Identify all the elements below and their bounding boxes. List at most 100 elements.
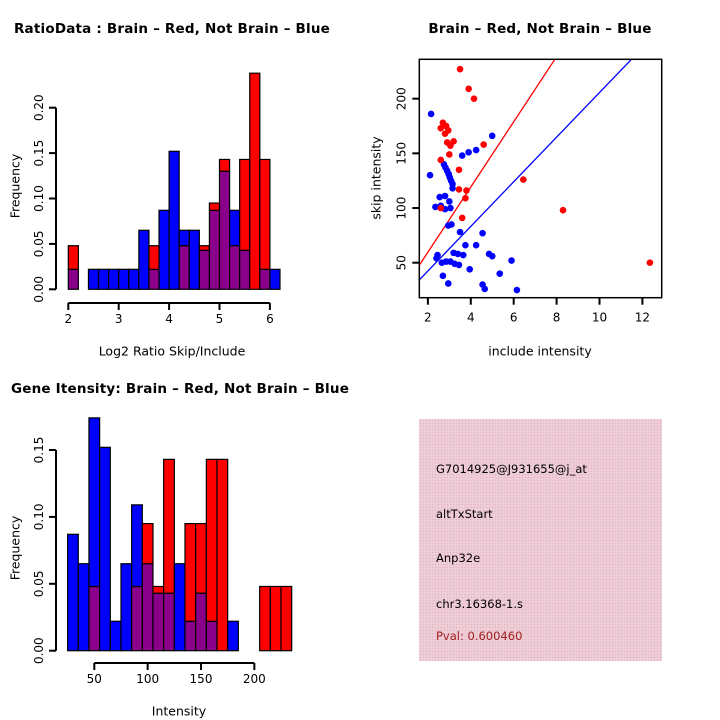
scatter-point-brain: [463, 187, 470, 194]
gene-intensity-histogram-plot: 0.00 0.05 0.10 0.15 50 100 150 200: [32, 417, 293, 686]
hist-bar-overlap: [67, 268, 79, 290]
scatter-point-notbrain: [456, 228, 464, 236]
x-tick-label: 6: [266, 312, 274, 326]
hist-bar-overlap: [88, 585, 101, 652]
pval-text: Pval: 0.600460: [436, 629, 523, 643]
scatter-point-notbrain: [488, 132, 496, 140]
scatter-point-notbrain: [432, 203, 439, 211]
scatter-point-brain: [458, 214, 466, 222]
y-tick-label: 0.10: [32, 185, 46, 212]
hist-bar: [67, 245, 79, 270]
scatter-point-notbrain: [479, 229, 486, 237]
scatter-point-notbrain: [436, 193, 443, 201]
scatter-point-notbrain: [447, 204, 454, 212]
hist-bar-overlap: [259, 268, 271, 290]
gene-intensity-histogram-y-axis-label: Frequency: [7, 515, 23, 581]
hist-bar: [259, 158, 271, 270]
hist-bar-overlap: [163, 592, 175, 652]
scatter-point-brain: [437, 124, 445, 132]
hist-bar: [148, 245, 160, 270]
hist-bar: [120, 563, 133, 652]
notbrain-fit-line: [418, 58, 632, 281]
x-tick-label: 200: [243, 672, 266, 686]
hist-bar: [239, 158, 251, 251]
scatter-point-brain: [646, 259, 654, 267]
scatter-point-notbrain: [427, 110, 435, 118]
scatter-point-brain: [520, 176, 527, 183]
y-tick-label: 50: [394, 255, 408, 270]
hist-bar: [109, 620, 122, 652]
y-tick-label: 0.00: [32, 276, 46, 303]
x-tick-label: 2: [64, 312, 72, 326]
x-tick-label: 150: [190, 672, 213, 686]
gene-info-box: G7014925@J931655@j_at altTxStart Anp32e …: [419, 419, 662, 661]
hist-bar-overlap: [218, 170, 231, 290]
x-tick-label: 8: [553, 311, 561, 325]
scatter-point-notbrain: [488, 252, 496, 260]
scatter-point-notbrain: [462, 241, 469, 249]
gene-symbol-text: Anp32e: [436, 551, 481, 565]
hist-bar: [178, 229, 190, 247]
hist-bar: [87, 268, 100, 290]
scatter-point-notbrain: [426, 171, 434, 179]
ratio-histogram-x-axis-label: Log2 Ratio Skip/Include: [98, 343, 246, 359]
scatter-point-brain: [446, 151, 453, 158]
splice-type-text: altTxStart: [436, 507, 493, 521]
scatter-point-notbrain: [458, 152, 466, 159]
scatter-point-brain: [437, 204, 445, 212]
ratio-histogram-title: RatioData : Brain – Red, Not Brain – Blu…: [13, 21, 331, 37]
hist-bar: [269, 585, 282, 652]
hist-bar: [173, 563, 186, 652]
x-tick-label: 4: [165, 312, 173, 326]
hist-bar-overlap: [195, 592, 207, 652]
hist-bar: [131, 504, 143, 588]
scatter-point-notbrain: [439, 272, 447, 280]
scatter-point-notbrain: [455, 261, 463, 269]
hist-bar: [195, 522, 207, 594]
scatter-point-brain: [470, 95, 478, 102]
hist-bar-overlap: [239, 249, 251, 290]
scatter-point-brain: [559, 206, 567, 214]
scatter-point-notbrain: [459, 251, 467, 259]
hist-bar: [141, 522, 154, 565]
scatter-point-notbrain: [449, 185, 456, 192]
scatter-point-notbrain: [472, 241, 480, 249]
hist-bar-overlap: [178, 245, 190, 290]
y-tick-label: 0.10: [32, 504, 46, 531]
scatter-point-notbrain: [448, 221, 455, 228]
hist-bar: [118, 268, 130, 290]
x-tick-label: 50: [87, 672, 102, 686]
intensity-scatter-y-axis-label: skip intensity: [368, 136, 384, 220]
hist-bar: [152, 585, 165, 594]
hist-bar: [216, 458, 229, 652]
hist-bar: [269, 268, 281, 290]
scatter-point-notbrain: [444, 280, 452, 287]
locus-text: chr3.16368-1.s: [436, 597, 524, 611]
intensity-scatter-x-axis-label: include intensity: [488, 343, 592, 359]
scatter-point-brain: [480, 141, 487, 148]
panel-gene-intensity-histogram: 0.00 0.05 0.10 0.15 50 100 150 200 Gene Itensit…: [0, 360, 360, 720]
hist-bar: [99, 446, 111, 652]
scatter-point-notbrain: [508, 257, 515, 264]
scatter-point-notbrain: [466, 265, 474, 273]
x-tick-label: 6: [510, 311, 518, 325]
x-tick-label: 10: [592, 311, 607, 325]
hist-bar: [67, 533, 79, 652]
scatter-point-brain: [465, 85, 472, 93]
scatter-point-brain: [437, 156, 445, 164]
ratio-histogram-plot: 0.00 0.05 0.10 0.15 0.20 2 3 4 5 6: [32, 72, 281, 326]
probe-id-text: G7014925@J931655@j_at: [436, 462, 587, 476]
ratio-histogram-y-axis-label: Frequency: [7, 153, 23, 219]
hist-bar-overlap: [148, 268, 160, 290]
hist-bar-overlap: [198, 249, 211, 290]
y-tick-label: 0.15: [32, 437, 46, 464]
hist-bar: [97, 268, 110, 290]
scatter-point-brain: [441, 130, 449, 137]
scatter-point-brain: [455, 186, 463, 193]
hist-bar: [280, 585, 293, 652]
hist-bar: [88, 417, 101, 588]
y-tick-label: 0.15: [32, 140, 46, 167]
gene-intensity-histogram-title: Gene Itensity: Brain – Red, Not Brain – …: [10, 381, 350, 397]
scatter-point-notbrain: [433, 255, 440, 262]
